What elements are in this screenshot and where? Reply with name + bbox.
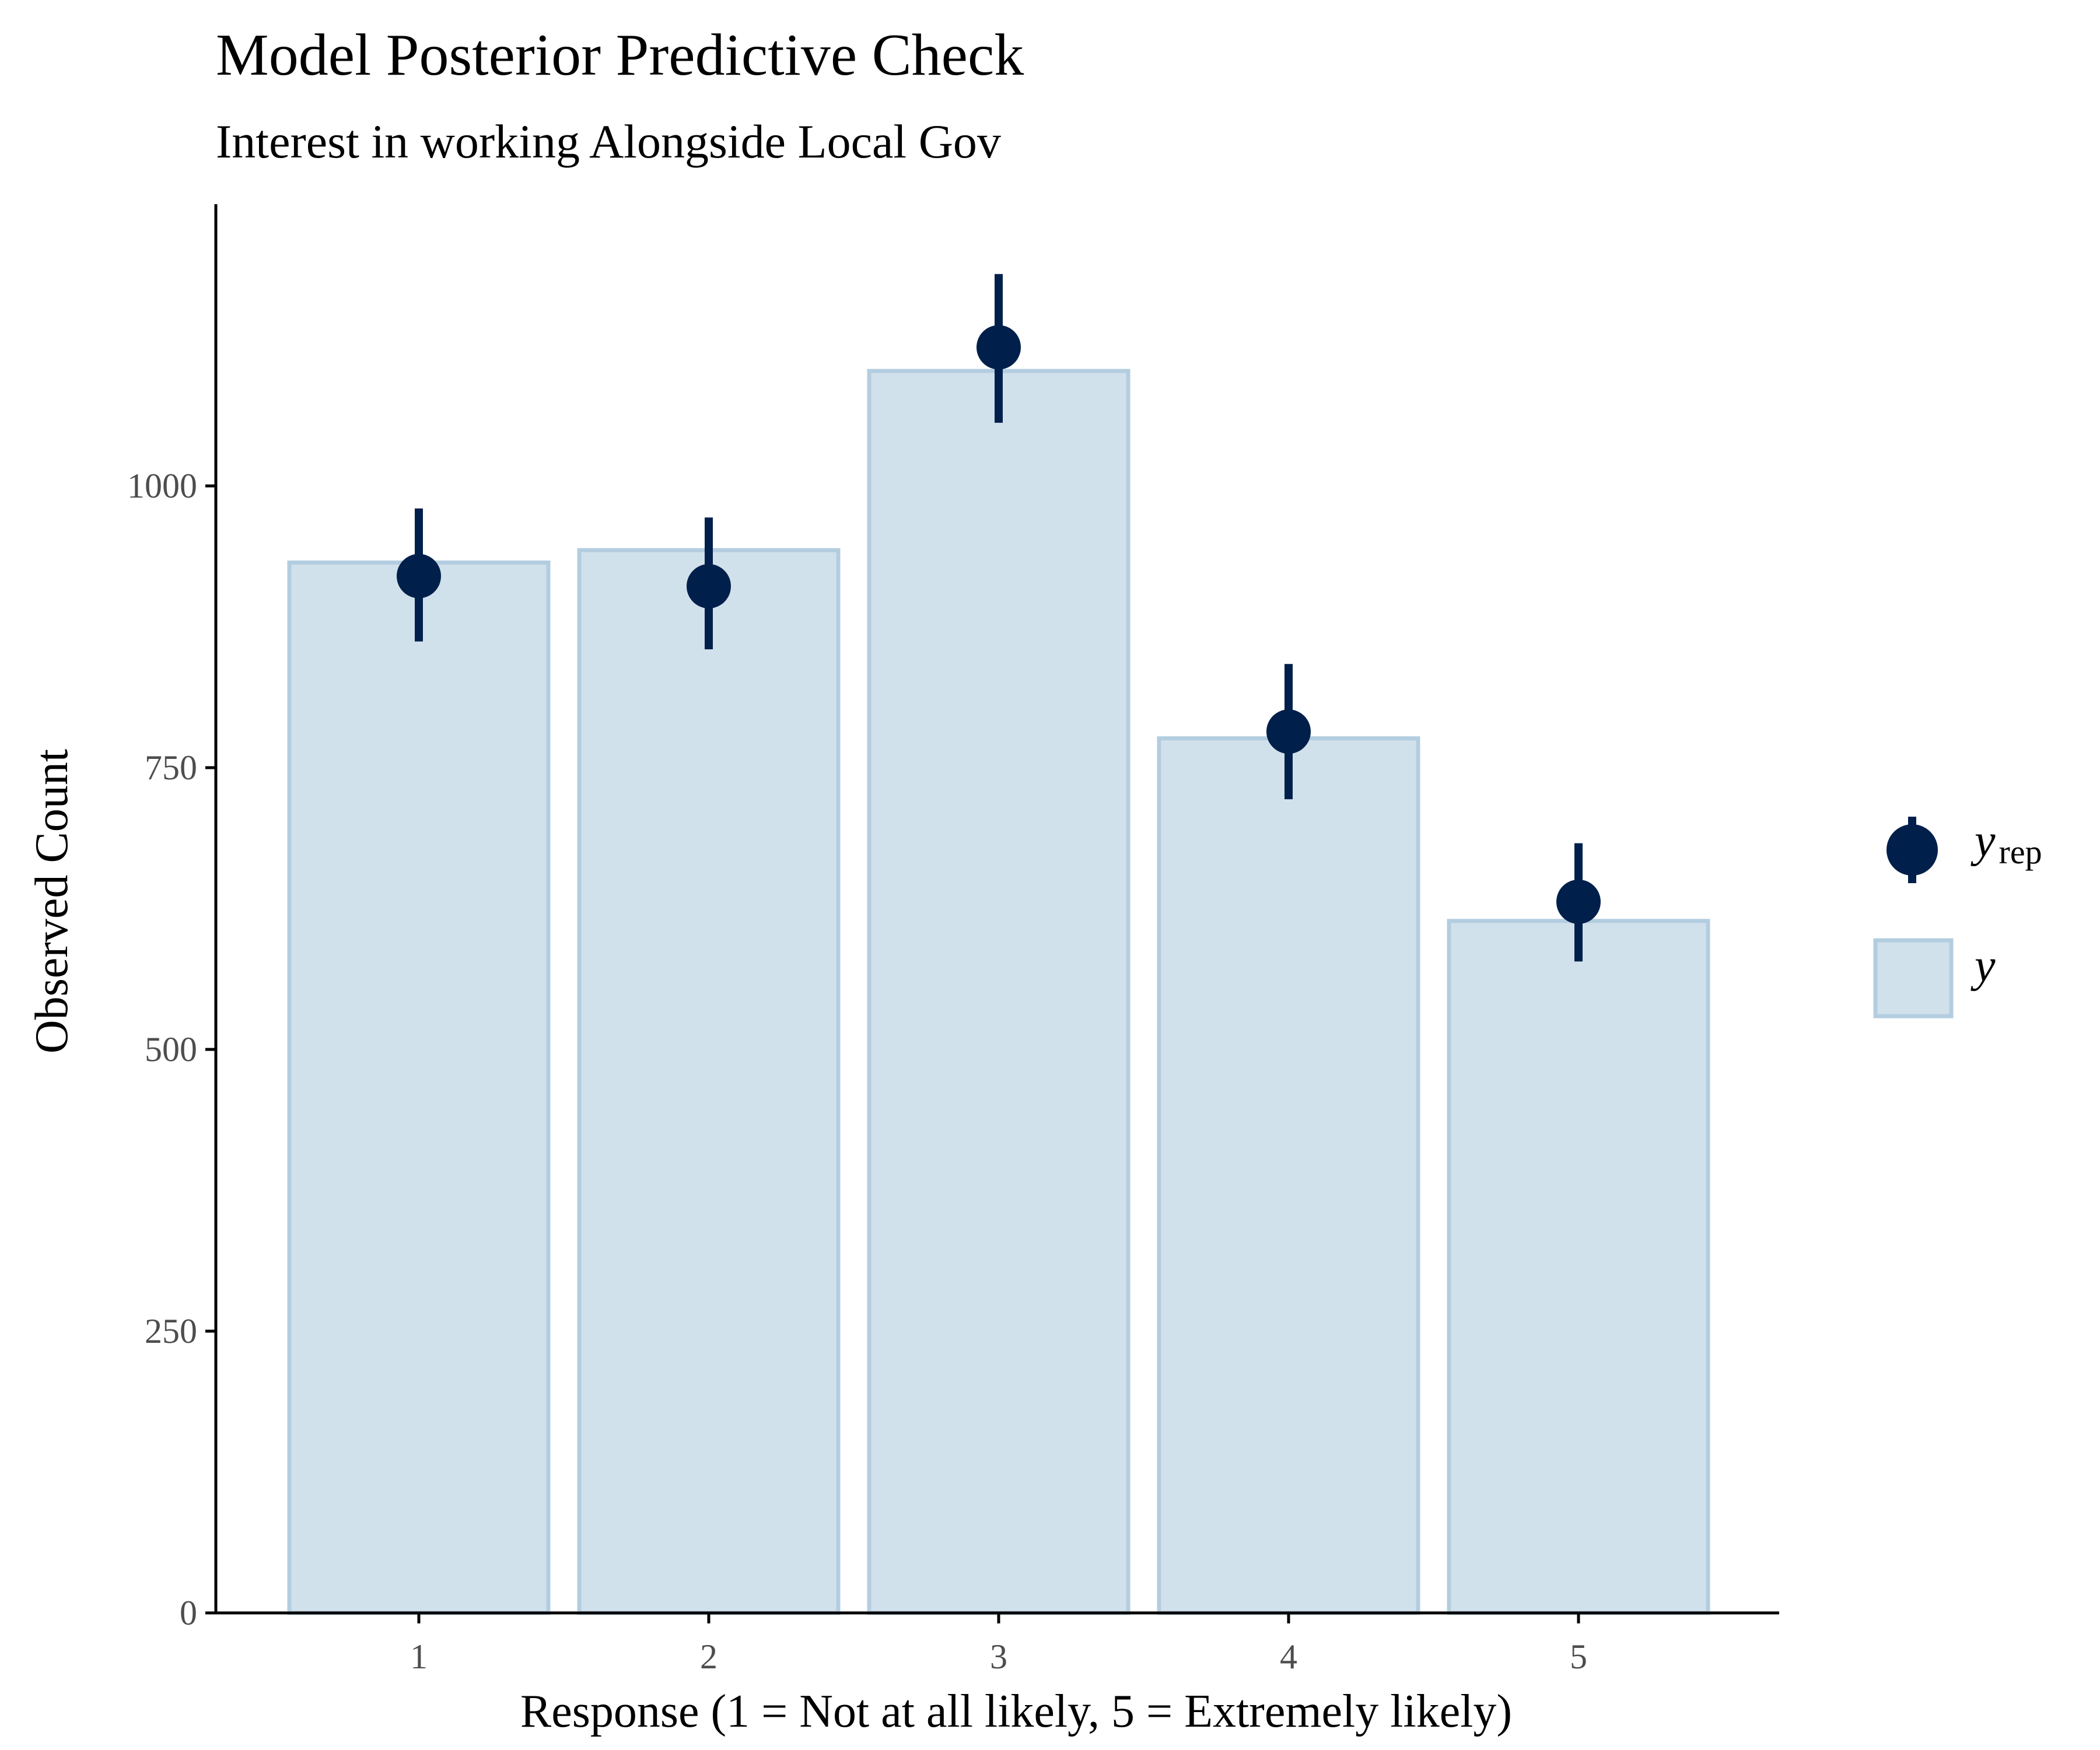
legend-label-yrep-subscript: rep bbox=[1999, 833, 2042, 871]
point-yrep-4 bbox=[1266, 709, 1311, 754]
ticks-layer: 0 250 500 750 1000 1 2 3 4 5 bbox=[127, 467, 1587, 1676]
point-yrep-5 bbox=[1556, 879, 1601, 924]
point-yrep-3 bbox=[977, 325, 1021, 370]
y-tick-label-250: 250 bbox=[145, 1312, 197, 1350]
x-tick-label-4: 4 bbox=[1280, 1637, 1297, 1676]
y-tick-label-750: 750 bbox=[145, 748, 197, 787]
y-tick-label-500: 500 bbox=[145, 1030, 197, 1069]
legend-label-yrep-symbol: y bbox=[1971, 816, 1996, 867]
bar-y-2 bbox=[577, 548, 841, 1615]
legend-key-yrep-point bbox=[1887, 824, 1938, 876]
y-tick-label-1000: 1000 bbox=[127, 467, 197, 505]
bar-y-5 bbox=[1447, 919, 1710, 1615]
x-tick-label-3: 3 bbox=[990, 1637, 1007, 1676]
bars-layer bbox=[287, 369, 1710, 1615]
x-axis-title: Response (1 = Not at all likely, 5 = Ext… bbox=[520, 1686, 1512, 1737]
legend-label-yrep: y rep bbox=[1971, 816, 2042, 871]
axes-layer bbox=[214, 204, 1779, 1615]
x-tick-label-1: 1 bbox=[410, 1637, 428, 1676]
chart-subtitle: Interest in working Alongside Local Gov bbox=[216, 115, 1001, 168]
legend-key-y bbox=[1873, 938, 1954, 1019]
chart-title: Model Posterior Predictive Check bbox=[216, 22, 1024, 88]
legend-label-y: y bbox=[1971, 940, 1996, 992]
point-yrep-1 bbox=[397, 554, 441, 598]
bar-y-4 bbox=[1157, 736, 1420, 1615]
point-yrep-2 bbox=[687, 564, 731, 608]
y-tick-label-0: 0 bbox=[180, 1594, 197, 1632]
bar-y-1 bbox=[287, 560, 551, 1615]
y-axis-title: Observed Count bbox=[26, 749, 78, 1054]
bar-y-3 bbox=[867, 369, 1130, 1615]
points-layer bbox=[397, 274, 1601, 962]
x-tick-label-2: 2 bbox=[700, 1637, 718, 1676]
x-tick-label-5: 5 bbox=[1570, 1637, 1587, 1676]
